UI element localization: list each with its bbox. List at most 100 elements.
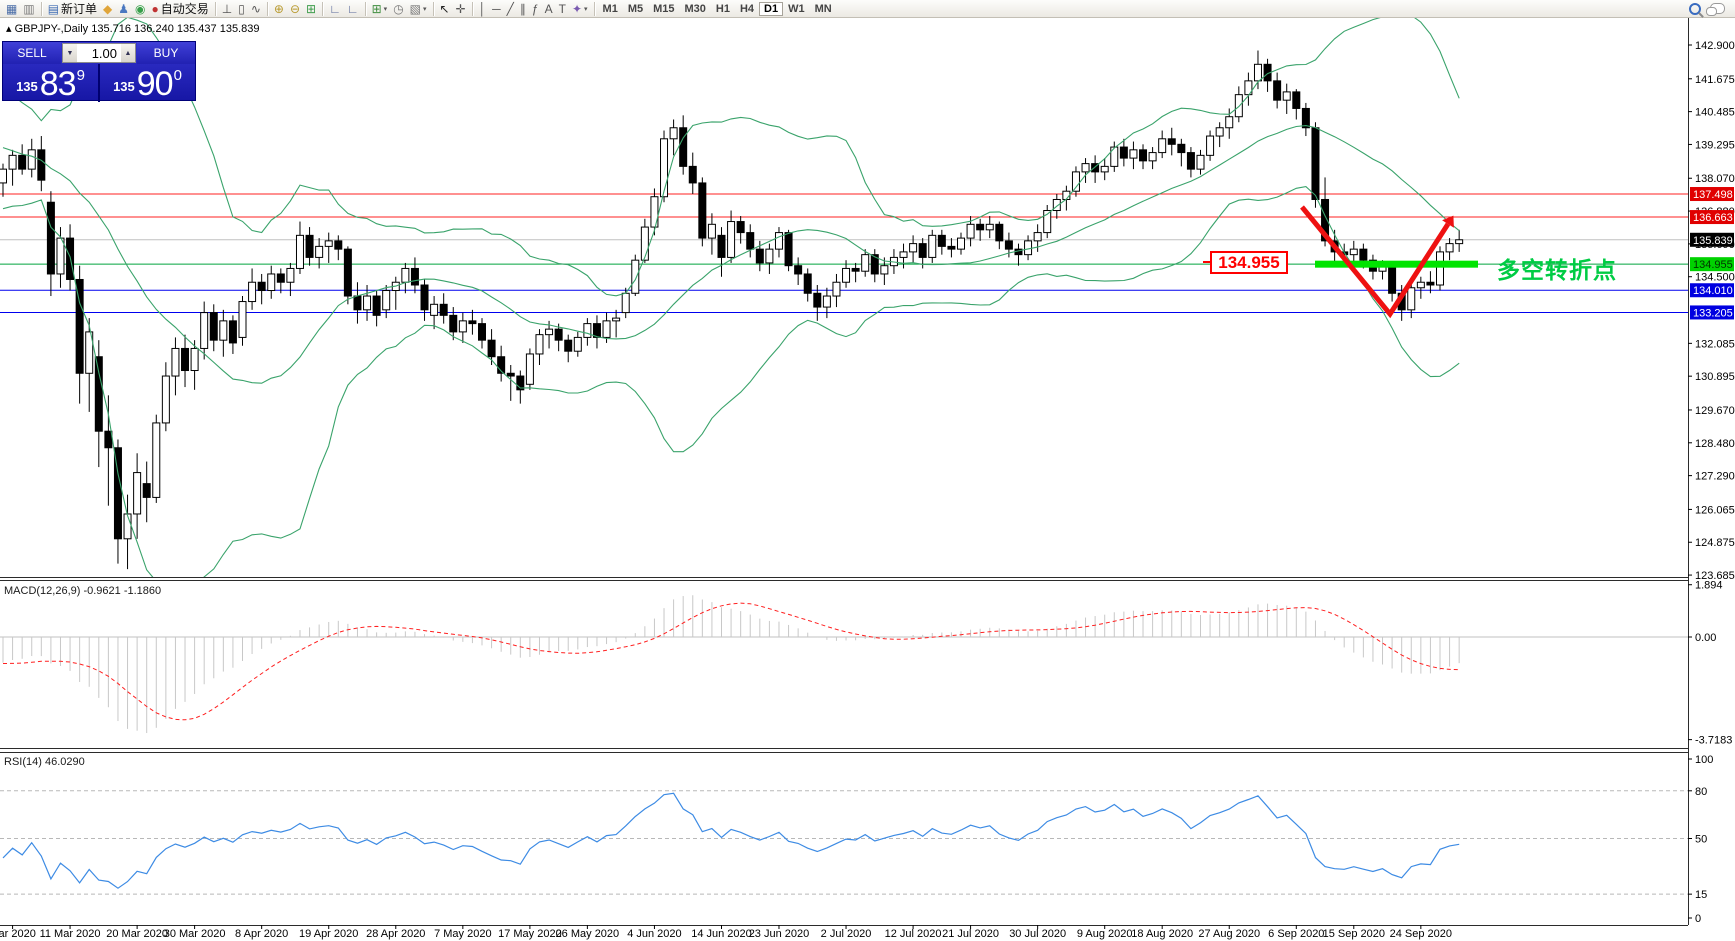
- main-toolbar: ▦ ▥ ▤ 新订单 ◆ ♟ ◉ ● 自动交易 ⊥ ▯ ∿ ⊕ ⊖ ⊞ ∟ ∟ ⊞ ▾ ◷ ▧ ▾ ↖ ✛ │ ─ ╱ ∥ ƒ A T ✦ ▾ M1…: [0, 0, 1735, 18]
- expert-advisors-icon: ♟: [118, 1, 130, 16]
- crosshair-tool-button[interactable]: ✛: [453, 1, 469, 17]
- buy-button[interactable]: BUY: [137, 42, 195, 64]
- price-axis[interactable]: 142.900141.675140.485139.295138.070136.8…: [1688, 40, 1735, 582]
- volume-decrease-button[interactable]: ▼: [63, 44, 77, 62]
- volume-increase-button[interactable]: ▲: [121, 44, 135, 62]
- signals-button[interactable]: ◉: [132, 1, 148, 17]
- new-order-label: 新订单: [61, 2, 98, 16]
- equidistant-channel-tool-button[interactable]: ∥: [517, 1, 529, 17]
- timeframe-m15-button[interactable]: M15: [653, 2, 675, 15]
- vertical-line-tool-icon: │: [478, 1, 487, 16]
- quote-close: 135.839: [219, 23, 260, 35]
- chart-template-icon: ▧: [409, 1, 422, 16]
- macd-pane: [0, 595, 1688, 734]
- new-chart-caret-icon[interactable]: ▾: [383, 5, 388, 13]
- volume-input[interactable]: 1.00: [77, 44, 121, 62]
- depth-of-market-button[interactable]: ∟: [344, 1, 362, 17]
- annotation-note-text[interactable]: 多空转折点: [1497, 257, 1617, 283]
- macd-axis-tick: 0.00: [1695, 632, 1716, 644]
- svg-text:128.480: 128.480: [1695, 438, 1735, 450]
- new-chart-button[interactable]: ⊞ ▾: [369, 1, 391, 17]
- candlestick-mode-button[interactable]: ▯: [235, 1, 248, 17]
- date-label: 26 May 2020: [556, 928, 620, 940]
- period-selector-button[interactable]: ◷: [390, 1, 406, 17]
- date-label: 4 Jun 2020: [627, 928, 681, 940]
- line-chart-mode-button[interactable]: ∿: [248, 1, 264, 17]
- rsi-label: RSI(14) 46.0290: [4, 756, 85, 768]
- trendline-tool-button[interactable]: ╱: [504, 1, 517, 17]
- svg-text:127.290: 127.290: [1695, 471, 1735, 483]
- new-chart-window-button[interactable]: ▦: [3, 1, 20, 17]
- bar-chart-mode-icon: ⊥: [221, 1, 233, 16]
- timeframe-mn-button[interactable]: MN: [814, 2, 832, 15]
- chart-template-caret-icon[interactable]: ▾: [423, 5, 427, 13]
- buy-price-panel[interactable]: 135 90 0: [100, 64, 195, 102]
- timeframe-w1-button[interactable]: W1: [788, 2, 805, 15]
- svg-text:135.839: 135.839: [1693, 235, 1733, 247]
- new-order-button[interactable]: ▤ 新订单: [45, 1, 100, 17]
- expert-advisors-button[interactable]: ♟: [115, 1, 132, 17]
- quote-low: 135.437: [176, 23, 217, 35]
- metaeditor-button[interactable]: ◆: [100, 1, 115, 17]
- support-bar-annotation[interactable]: [1315, 260, 1478, 268]
- svg-text:138.070: 138.070: [1695, 173, 1735, 185]
- period-selector-icon: ◷: [393, 1, 404, 16]
- strategy-tester-icon: ∟: [329, 1, 341, 16]
- bollinger-lower: [2, 186, 1460, 577]
- candles: [0, 50, 1464, 570]
- arrows-tool-icon: ✦: [571, 1, 583, 16]
- one-click-trading-widget: SELL ▼ 1.00 ▲ BUY 135 83 9 135 90 0: [2, 41, 196, 102]
- svg-text:134.955: 134.955: [1693, 259, 1733, 271]
- timeframe-h1-button[interactable]: H1: [715, 2, 730, 15]
- timeframe-m5-button[interactable]: M5: [627, 2, 644, 15]
- svg-text:139.295: 139.295: [1695, 139, 1735, 151]
- signals-icon: ◉: [135, 1, 146, 16]
- svg-text:124.875: 124.875: [1695, 537, 1735, 549]
- volume-stepper: ▼ 1.00 ▲: [62, 43, 136, 63]
- timeframe-m30-button[interactable]: M30: [684, 2, 706, 15]
- data-window-button[interactable]: ▥: [20, 1, 37, 17]
- svg-text:140.485: 140.485: [1695, 107, 1735, 119]
- tile-windows-button[interactable]: ⊞: [303, 1, 319, 17]
- arrows-tool-caret-icon[interactable]: ▾: [584, 5, 588, 13]
- price-callout-134955[interactable]: 134.955: [1203, 251, 1288, 274]
- date-label: 19 Apr 2020: [299, 928, 358, 940]
- toolbar-separator: [40, 1, 42, 16]
- timeframe-m1-button[interactable]: M1: [602, 2, 618, 15]
- timeframe-h4-button[interactable]: H4: [739, 2, 755, 15]
- price-badge-133.205: [1690, 305, 1734, 320]
- data-window-icon: ▥: [23, 1, 35, 16]
- arrows-tool-button[interactable]: ✦ ▾: [569, 1, 591, 17]
- chart-template-button[interactable]: ▧ ▾: [407, 1, 430, 17]
- depth-of-market-icon: ∟: [346, 1, 359, 16]
- date-label: 8 Apr 2020: [235, 928, 288, 940]
- cursor-tool-button[interactable]: ↖: [437, 1, 453, 17]
- vertical-line-tool-button[interactable]: │: [476, 1, 490, 17]
- toolbar-separator: [214, 1, 216, 16]
- sell-price-panel[interactable]: 135 83 9: [3, 64, 100, 102]
- sell-price-big: 83: [39, 65, 77, 103]
- text-label-tool-button[interactable]: T: [556, 1, 569, 17]
- sell-button[interactable]: SELL: [3, 42, 61, 64]
- timeframe-d1-button[interactable]: D1: [759, 1, 784, 16]
- text-tool-button[interactable]: A: [542, 1, 556, 17]
- zoom-out-icon: ⊖: [289, 1, 301, 16]
- strategy-tester-button[interactable]: ∟: [326, 1, 344, 17]
- chat-icon[interactable]: [1706, 3, 1725, 16]
- zoom-out-button[interactable]: ⊖: [287, 1, 303, 17]
- collapse-quote-icon[interactable]: ▴: [6, 23, 12, 35]
- horizontal-line-tool-button[interactable]: ─: [489, 1, 504, 17]
- macd-signal-line: [2, 602, 1460, 721]
- tile-windows-icon: ⊞: [306, 1, 317, 16]
- buy-price-big: 90: [136, 65, 174, 103]
- auto-trading-button[interactable]: ● 自动交易: [149, 1, 212, 17]
- zoom-in-button[interactable]: ⊕: [271, 1, 287, 17]
- bar-chart-mode-button[interactable]: ⊥: [219, 1, 235, 17]
- svg-text:134.500: 134.500: [1695, 272, 1735, 284]
- equidistant-channel-tool-icon: ∥: [519, 1, 526, 16]
- v-reversal-arrow[interactable]: [1300, 205, 1451, 319]
- search-icon[interactable]: [1689, 2, 1701, 15]
- fibonacci-tool-button[interactable]: ƒ: [529, 1, 542, 17]
